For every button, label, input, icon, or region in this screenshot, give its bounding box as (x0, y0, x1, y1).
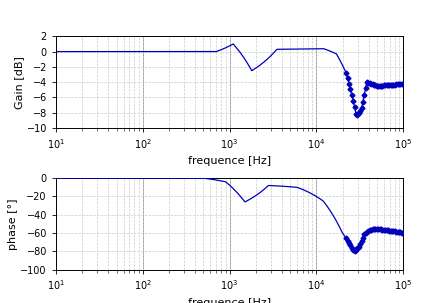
Y-axis label: phase [°]: phase [°] (8, 198, 17, 250)
Y-axis label: Gain [dB]: Gain [dB] (14, 56, 24, 108)
X-axis label: frequence [Hz]: frequence [Hz] (188, 298, 271, 303)
X-axis label: frequence [Hz]: frequence [Hz] (188, 156, 271, 166)
